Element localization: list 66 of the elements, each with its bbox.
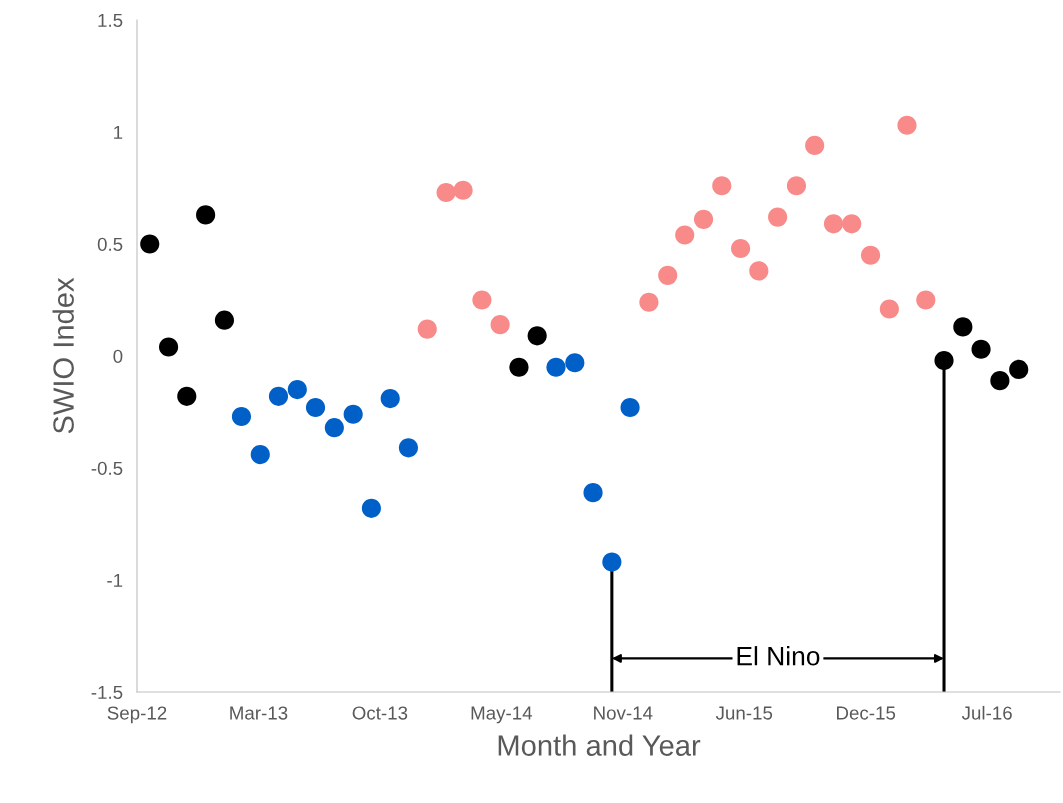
point — [916, 290, 936, 310]
point — [731, 238, 751, 259]
point — [971, 339, 991, 359]
point — [343, 404, 363, 424]
y-axis-title: SWIO Index — [52, 277, 74, 434]
x-tick-label: Dec-15 — [837, 706, 896, 720]
point — [879, 299, 899, 319]
y-tick-label: 0 — [113, 349, 123, 363]
point — [693, 209, 714, 229]
point — [675, 225, 695, 245]
y-tick-label: 1.5 — [98, 13, 123, 27]
point — [842, 214, 862, 234]
x-tick-label: Sep-12 — [107, 706, 167, 724]
point — [196, 205, 216, 225]
point — [472, 290, 492, 310]
point — [490, 315, 510, 335]
point — [768, 207, 788, 227]
x-tick-label: Oct-13 — [352, 706, 408, 720]
point — [268, 386, 289, 406]
y-tick-label: -1 — [107, 573, 123, 587]
point — [380, 388, 400, 409]
point — [897, 115, 917, 135]
point — [324, 418, 344, 438]
point — [953, 317, 973, 337]
point — [177, 386, 197, 406]
y-tick-label: 1 — [114, 125, 123, 139]
y-tick-label: -1.5 — [91, 685, 123, 699]
point — [250, 444, 270, 465]
point — [436, 182, 456, 203]
point — [786, 176, 807, 196]
point — [602, 552, 622, 572]
point — [287, 380, 307, 400]
x-axis-title: Month and Year — [498, 734, 701, 756]
point — [639, 292, 659, 312]
x-tick-label: Nov-14 — [594, 706, 653, 720]
point — [398, 438, 419, 458]
point — [860, 245, 881, 265]
point — [509, 357, 529, 377]
point — [565, 353, 585, 373]
point — [140, 234, 160, 254]
point — [749, 261, 769, 281]
point — [527, 326, 547, 346]
point — [417, 319, 437, 339]
point — [214, 310, 235, 330]
x-tick-label: Jul-16 — [961, 705, 1012, 720]
y-tick-label: -0.5 — [91, 461, 123, 475]
point — [712, 176, 732, 196]
point — [583, 483, 603, 503]
point — [658, 265, 678, 285]
point — [305, 397, 326, 418]
point — [159, 337, 179, 357]
x-tick-label: May-14 — [471, 706, 533, 724]
point — [805, 135, 825, 156]
x-tick-label: Jun-15 — [715, 706, 773, 720]
point — [934, 350, 954, 371]
point — [620, 397, 640, 418]
x-tick-label: Mar-13 — [230, 706, 288, 720]
point — [453, 180, 473, 200]
point — [823, 214, 844, 234]
point — [1009, 359, 1029, 380]
annotation: El Nino — [737, 646, 820, 666]
point — [361, 498, 381, 518]
y-tick-label: 0.5 — [97, 237, 123, 251]
point — [546, 357, 566, 377]
point — [990, 371, 1010, 391]
point — [231, 406, 252, 427]
